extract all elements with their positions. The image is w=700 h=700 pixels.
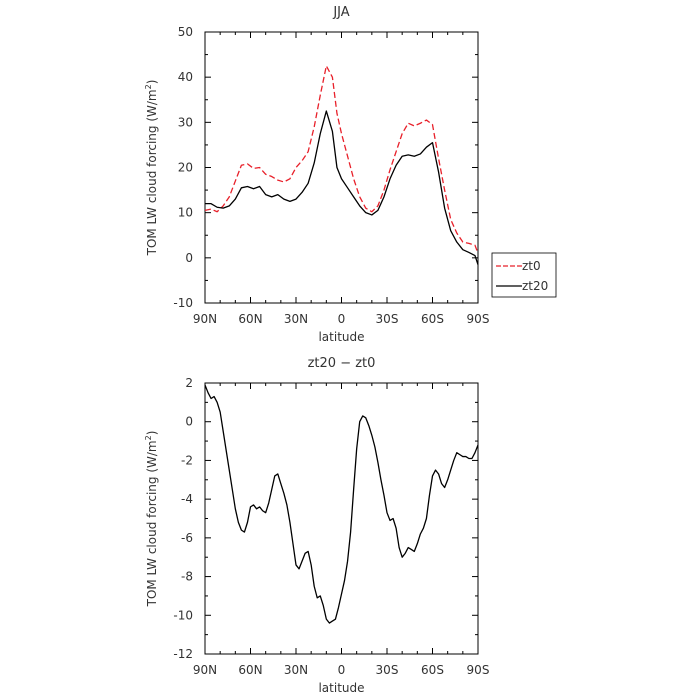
y-tick-label: 0 <box>185 415 193 429</box>
y-axis-label: TOM LW cloud forcing (W/m2) <box>144 431 159 608</box>
series-line-diff <box>204 384 479 624</box>
legend-label-zt20: zt20 <box>522 279 548 293</box>
y-tick-label: -6 <box>181 531 193 545</box>
y-axis-label-superscript: 2 <box>144 84 153 89</box>
y-tick-label: -10 <box>173 296 193 310</box>
y-tick-label: 40 <box>178 70 193 84</box>
y-tick-label: 50 <box>178 25 193 39</box>
x-tick-label: 30S <box>376 312 399 326</box>
x-tick-label: 30S <box>376 663 399 677</box>
y-tick-label: 2 <box>185 376 193 390</box>
series-line-zt0 <box>204 65 479 254</box>
legend-box <box>491 252 557 298</box>
legend-label-zt0: zt0 <box>522 259 541 273</box>
plot-frame <box>204 382 479 655</box>
x-tick-label: 60N <box>238 312 262 326</box>
x-tick-label: 0 <box>338 663 346 677</box>
x-tick-label: 30N <box>284 312 308 326</box>
y-tick-label: 0 <box>185 251 193 265</box>
x-tick-label: 60S <box>421 312 444 326</box>
chart-title: JJA <box>332 5 349 20</box>
x-tick-label: 60N <box>238 663 262 677</box>
bottom-panel: 90N 60N 30N 0 30S 60S 90S -12 -10 -8 -6 -4 -2 0 2 zt20 … <box>144 356 489 695</box>
y-tick-label: -2 <box>181 453 193 467</box>
x-axis-label: latitude <box>318 330 364 344</box>
y-tick-label: -10 <box>173 608 193 622</box>
x-tick-label: 0 <box>338 312 346 326</box>
x-axis-label: latitude <box>318 681 364 695</box>
top-panel: 90N 60N 30N 0 30S 60S 90S -10 0 10 20 30 40 50 JJA lati… <box>144 5 557 344</box>
y-axis-label-close: ) <box>145 80 159 85</box>
y-axis-label-main: TOM LW cloud forcing (W/m <box>145 440 159 607</box>
x-tick-label: 90S <box>467 663 490 677</box>
y-tick-label: -8 <box>181 570 193 584</box>
x-tick-label: 90N <box>193 663 217 677</box>
y-tick-label: 30 <box>178 115 193 129</box>
y-tick-label: -4 <box>181 492 193 506</box>
x-tick-label: 30N <box>284 663 308 677</box>
y-tick-label: 10 <box>178 206 193 220</box>
y-axis-label-superscript: 2 <box>144 435 153 440</box>
series-line-zt20 <box>205 110 479 265</box>
y-axis-label-close: ) <box>145 431 159 436</box>
y-axis-label: TOM LW cloud forcing (W/m2) <box>144 80 159 257</box>
x-tick-label: 90S <box>467 312 490 326</box>
y-tick-label: 20 <box>178 161 193 175</box>
chart-title: zt20 − zt0 <box>308 356 376 371</box>
x-tick-label: 90N <box>193 312 217 326</box>
y-axis-label-main: TOM LW cloud forcing (W/m <box>145 89 159 256</box>
y-tick-label: -12 <box>173 647 193 661</box>
x-tick-label: 60S <box>421 663 444 677</box>
